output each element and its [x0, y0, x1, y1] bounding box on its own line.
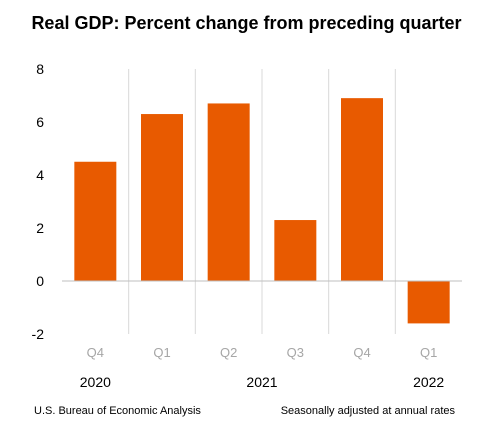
y-tick-label: 6: [36, 114, 44, 130]
bar-0: [74, 161, 117, 281]
bar-5: [407, 281, 450, 324]
y-tick-label: 8: [36, 61, 44, 77]
year-label: 2022: [413, 374, 444, 390]
chart-title: Real GDP: Percent change from preceding …: [31, 13, 462, 33]
y-tick-label: 4: [36, 167, 44, 183]
x-category-label: Q1: [153, 345, 170, 360]
bar-4: [341, 98, 383, 282]
bar-1: [141, 114, 183, 281]
x-category-label: Q1: [420, 345, 437, 360]
source-note: U.S. Bureau of Economic Analysis: [34, 405, 201, 417]
y-tick-label: 0: [36, 273, 44, 289]
rate-note: Seasonally adjusted at annual rates: [280, 405, 455, 417]
year-label: 2020: [80, 374, 111, 390]
y-tick-label: 2: [36, 220, 44, 236]
x-category-label: Q4: [353, 345, 370, 360]
bar-3: [274, 220, 317, 281]
bar-2: [207, 103, 250, 281]
y-tick-label: -2: [32, 326, 45, 342]
bar-layer: [74, 98, 450, 324]
x-category-label: Q3: [287, 345, 304, 360]
x-category-label: Q4: [87, 345, 104, 360]
year-label: 2021: [246, 374, 277, 390]
axis-layer: -2 0 2 4 6 8 Q4 Q1 Q2 Q3 Q4 Q1 2020 2021 2022: [32, 61, 462, 390]
x-category-label: Q2: [220, 345, 237, 360]
grid-layer: [128, 69, 396, 334]
